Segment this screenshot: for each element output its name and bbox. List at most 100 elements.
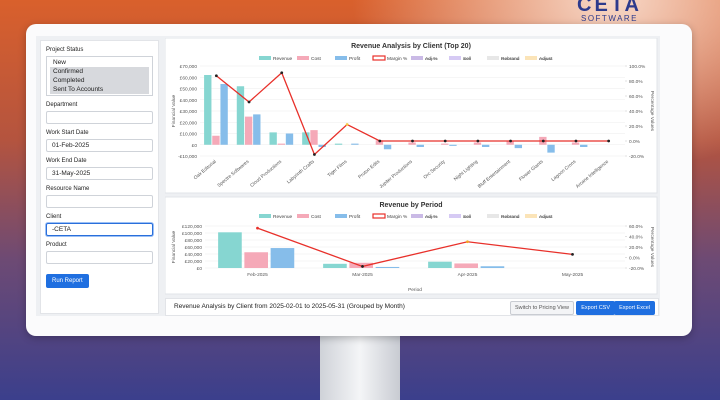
legend-swatch — [259, 56, 271, 60]
legend-label: Adj % — [425, 56, 438, 62]
y2-tick-label: 60.0% — [629, 224, 643, 230]
legend-label: Cost — [311, 56, 322, 62]
y2-tick-label: 0.0% — [629, 256, 641, 262]
legend-label: Sell — [463, 56, 471, 62]
bar — [428, 261, 452, 268]
legend-label: Rebrand — [501, 56, 520, 62]
y-tick-label: £20,000 — [180, 120, 198, 126]
list-option[interactable]: Completed — [50, 76, 149, 85]
list-option[interactable]: Confirmed — [50, 67, 149, 76]
legend-swatch — [372, 55, 386, 61]
legend-swatch — [449, 56, 461, 60]
listbox[interactable]: New Confirmed Completed Sent To Accounts — [46, 56, 153, 96]
bar — [408, 142, 416, 145]
y2-axis-title: Percentage Values — [649, 91, 655, 132]
bar — [244, 252, 268, 268]
x-axis-title: Period — [408, 287, 422, 293]
bar — [383, 144, 392, 150]
line-point — [361, 265, 364, 268]
bar — [580, 144, 588, 147]
legend-label: Cost — [311, 214, 322, 220]
legend-label: Adjust — [539, 214, 553, 220]
text-input[interactable] — [46, 111, 153, 124]
text-input[interactable] — [46, 251, 153, 264]
y-tick-label: £80,000 — [185, 238, 203, 244]
y2-tick-label: 20.0% — [629, 245, 643, 251]
text-input[interactable]: 01-Feb-2025 — [46, 139, 153, 152]
text-input[interactable] — [46, 195, 153, 208]
legend-swatch — [525, 214, 537, 218]
bar — [480, 266, 505, 268]
y-tick-label: £30,000 — [180, 109, 198, 115]
legend-label: Adjust — [539, 56, 553, 62]
y-tick-label: £40,000 — [180, 98, 198, 104]
y2-tick-label: 60.0% — [629, 94, 643, 100]
line-point — [607, 139, 611, 143]
x-tick-label: May-2025 — [562, 272, 584, 278]
line-point — [411, 139, 414, 143]
text-input[interactable]: 31-May-2025 — [46, 167, 153, 180]
line-point — [280, 71, 284, 75]
bar — [571, 142, 580, 145]
y-tick-label: £50,000 — [180, 87, 198, 93]
footer-button[interactable]: Export CSV — [576, 301, 615, 315]
bar — [277, 143, 285, 145]
legend-label: Rebrand — [501, 214, 520, 220]
brand-tagline: SOFTWARE — [580, 14, 639, 23]
y-tick-label: £0 — [197, 266, 203, 272]
field-label: Work End Date — [46, 158, 87, 164]
bar — [220, 84, 228, 145]
footer-button[interactable]: Switch to Pricing View — [509, 301, 574, 315]
y2-tick-label: -20.0% — [629, 266, 645, 272]
footer-button[interactable]: Export Excel — [614, 301, 655, 315]
bar — [310, 130, 318, 145]
bar — [481, 144, 490, 147]
legend-swatch — [335, 56, 347, 60]
y2-tick-label: -20.0% — [629, 154, 645, 160]
bar — [473, 142, 482, 145]
x-tick-label: Mar-2025 — [352, 272, 373, 278]
y-tick-label: £100,000 — [182, 231, 202, 237]
line-point — [443, 139, 447, 143]
y2-tick-label: 40.0% — [629, 109, 643, 115]
y-tick-label: -£10,000 — [178, 154, 197, 160]
y-tick-label: £10,000 — [180, 132, 198, 138]
charts: Revenue Analysis by Client (Top 20) -£10,… — [165, 38, 658, 295]
line-point — [509, 139, 512, 143]
text-input[interactable]: -CETA — [46, 223, 153, 236]
brand-name: CETA — [577, 0, 642, 16]
y-axis-title: Financial Value — [171, 230, 177, 263]
y-tick-label: £120,000 — [182, 224, 202, 230]
bar — [204, 75, 212, 145]
line-point — [256, 226, 259, 230]
legend-label: Margin % — [387, 56, 408, 62]
chart-title: Revenue by Period — [379, 202, 442, 209]
field-label: Product — [46, 242, 67, 248]
run-button[interactable]: Run Report — [46, 274, 89, 288]
y-tick-label: £0 — [192, 143, 198, 149]
y2-tick-label: 20.0% — [629, 124, 643, 130]
line — [257, 227, 573, 268]
field-label: Resource Name — [46, 186, 90, 192]
brand: CETA SOFTWARE — [577, 0, 642, 23]
line-point — [247, 100, 251, 104]
y2-tick-label: 100.0% — [629, 64, 646, 70]
x-tick-label: Feb-2025 — [247, 272, 268, 278]
chart-panel: Revenue by Period £0£20,000£40,000£60,000… — [165, 196, 658, 295]
line-point — [476, 139, 480, 143]
y2-tick-label: 80.0% — [629, 79, 643, 85]
line-point — [571, 252, 574, 256]
bar — [375, 266, 400, 268]
bar — [302, 132, 310, 145]
bar — [218, 232, 242, 268]
y-tick-label: £40,000 — [185, 252, 203, 258]
panel-bg — [165, 38, 658, 194]
legend-label: Sell — [463, 214, 471, 220]
bar — [285, 133, 294, 145]
list-option[interactable]: New — [53, 59, 67, 66]
bar — [212, 135, 220, 145]
bar — [506, 141, 514, 145]
bar — [547, 144, 555, 153]
monitor-stand — [320, 336, 400, 400]
list-option[interactable]: Sent To Accounts — [50, 85, 149, 94]
